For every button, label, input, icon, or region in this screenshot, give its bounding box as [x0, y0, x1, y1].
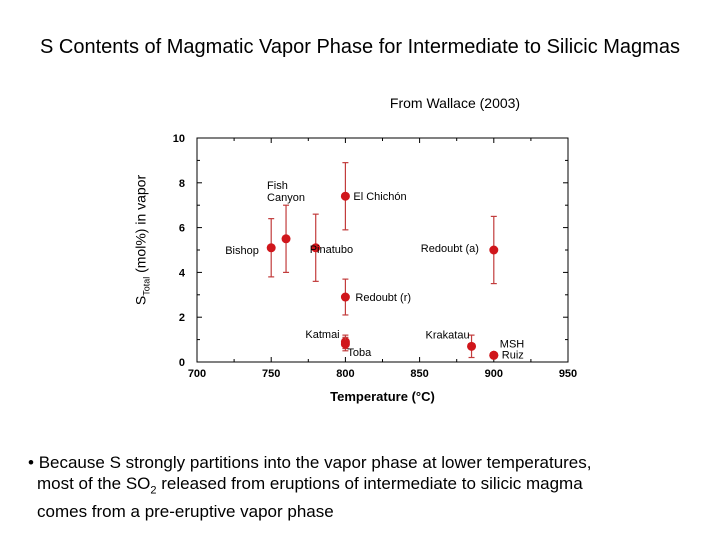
x-tick-label: 950 — [559, 368, 577, 380]
point-label: MSH — [500, 338, 525, 350]
data-point — [340, 191, 350, 201]
x-axis-label: Temperature (°C) — [330, 389, 435, 404]
point-label: Katmai — [305, 329, 339, 341]
bullet-line-1: • Because S strongly partitions into the… — [28, 452, 708, 473]
y-tick-label: 6 — [179, 223, 185, 235]
slide-title: S Contents of Magmatic Vapor Phase for I… — [40, 36, 680, 58]
point-label: El Chichón — [353, 191, 406, 203]
y-tick-label: 0 — [179, 357, 185, 369]
data-point — [489, 350, 499, 360]
data-point — [340, 339, 350, 349]
bullet-line-2: most of the SO2 released from eruptions … — [28, 473, 708, 501]
bullet-line-2-post: released from eruptions of intermediate … — [156, 474, 583, 493]
data-point — [281, 234, 291, 244]
data-point — [266, 243, 276, 253]
bullet-line-3: comes from a pre-eruptive vapor phase — [37, 502, 334, 522]
bullet-line-2-sub: 2 — [150, 484, 157, 497]
bullet-text: • Because S strongly partitions into the… — [28, 452, 708, 522]
x-tick-label: 850 — [410, 368, 428, 380]
x-tick-label: 900 — [485, 368, 503, 380]
point-label: Krakatau — [426, 329, 470, 341]
x-tick-label: 700 — [188, 368, 206, 380]
y-tick-label: 10 — [173, 133, 185, 145]
source-note: From Wallace (2003) — [389, 95, 521, 111]
point-label: Pinatubo — [310, 244, 353, 256]
bullet-line-2-pre: most of the SO — [37, 474, 151, 493]
data-point — [340, 292, 350, 302]
point-label: Redoubt (a) — [421, 243, 479, 255]
data-point — [489, 245, 499, 255]
data-point — [311, 243, 321, 253]
y-tick-label: 8 — [179, 178, 185, 190]
bullet-line-1-text: Because S strongly partitions into the v… — [38, 453, 592, 472]
point-label: Redoubt (r) — [355, 292, 411, 304]
x-tick-label: 800 — [336, 368, 354, 380]
data-point — [467, 341, 477, 351]
point-label: Fish — [267, 180, 288, 192]
bullet-marker: • — [28, 453, 34, 472]
point-label: Canyon — [267, 192, 305, 204]
x-tick-label: 750 — [262, 368, 280, 380]
point-label: Bishop — [225, 245, 259, 257]
y-tick-label: 2 — [179, 312, 185, 324]
y-tick-label: 4 — [179, 267, 186, 279]
point-label: Toba — [347, 347, 372, 359]
point-label: Ruiz — [502, 349, 524, 361]
